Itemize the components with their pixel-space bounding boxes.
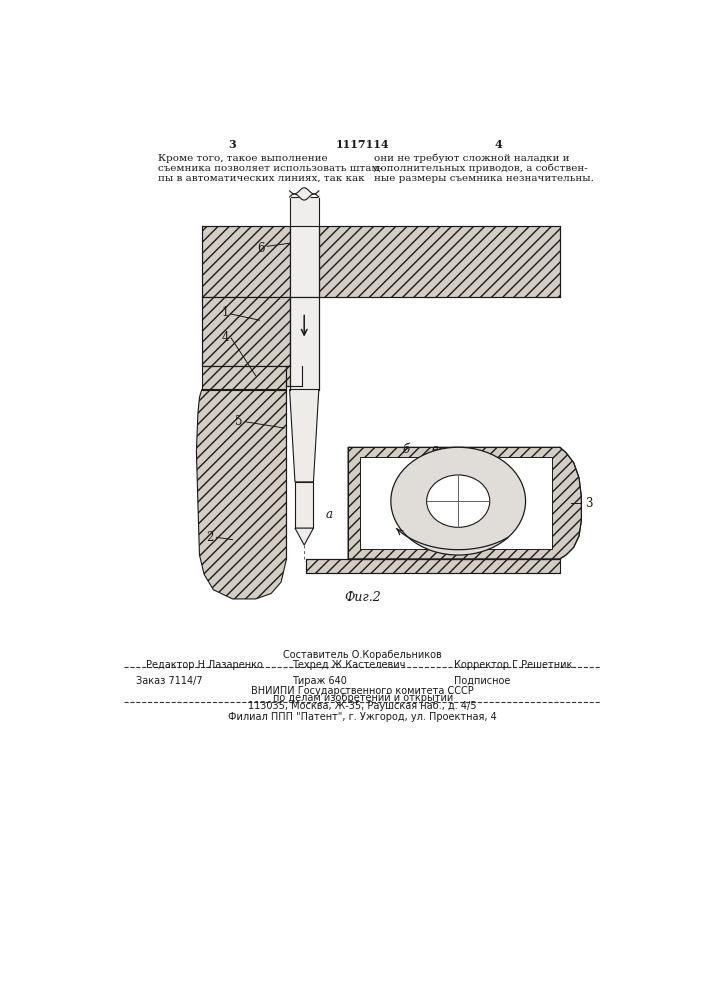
Polygon shape [290, 297, 319, 389]
Text: Составитель О.Корабельников: Составитель О.Корабельников [284, 650, 442, 660]
Text: Подписное: Подписное [454, 676, 510, 686]
Text: 3: 3 [585, 497, 593, 510]
Text: 4: 4 [494, 139, 502, 150]
Text: Кроме того, такое выполнение: Кроме того, такое выполнение [158, 154, 327, 163]
Polygon shape [201, 297, 290, 366]
Text: по делам изобретений и открытий: по делам изобретений и открытий [273, 693, 453, 703]
Text: Тираж 640: Тираж 640 [292, 676, 346, 686]
Text: Фиг.2: Фиг.2 [344, 591, 381, 604]
Text: а: а [325, 508, 332, 521]
Text: в: в [432, 443, 438, 456]
Polygon shape [305, 559, 560, 573]
Text: ВНИИПИ Государственного комитета СССР: ВНИИПИ Государственного комитета СССР [252, 686, 474, 696]
Polygon shape [286, 366, 302, 386]
Polygon shape [290, 389, 319, 482]
Text: ные размеры съемника незначительны.: ные размеры съемника незначительны. [373, 174, 593, 183]
Text: Техред Ж.Кастелевич: Техред Ж.Кастелевич [292, 660, 405, 670]
Text: дополнительных приводов, а собствен-: дополнительных приводов, а собствен- [373, 164, 588, 173]
Text: Филиал ППП "Патент", г. Ужгород, ул. Проектная, 4: Филиал ППП "Патент", г. Ужгород, ул. Про… [228, 712, 497, 722]
Polygon shape [201, 226, 290, 297]
Polygon shape [360, 457, 552, 549]
Polygon shape [295, 528, 313, 545]
Text: б: б [402, 443, 409, 456]
Text: 5: 5 [235, 415, 243, 428]
Text: 2: 2 [206, 531, 214, 544]
Polygon shape [197, 389, 286, 599]
Text: 6: 6 [257, 242, 265, 255]
Polygon shape [319, 226, 560, 297]
Polygon shape [201, 366, 286, 389]
Polygon shape [295, 482, 313, 528]
Text: пы в автоматических линиях, так как: пы в автоматических линиях, так как [158, 174, 365, 183]
Text: 113035, Москва, Ж-35, Раушская наб., д. 4/5: 113035, Москва, Ж-35, Раушская наб., д. … [248, 701, 477, 711]
Text: они не требуют сложной наладки и: они не требуют сложной наладки и [373, 154, 569, 163]
Polygon shape [348, 447, 581, 559]
Text: 1117114: 1117114 [336, 139, 390, 150]
Text: съемника позволяет использовать штам-: съемника позволяет использовать штам- [158, 164, 383, 173]
Ellipse shape [426, 475, 490, 527]
Text: 4: 4 [221, 331, 228, 344]
Ellipse shape [391, 447, 525, 555]
Text: Корректор Г.Решетник: Корректор Г.Решетник [454, 660, 572, 670]
Text: Редактор Н.Лазаренко: Редактор Н.Лазаренко [146, 660, 262, 670]
Polygon shape [290, 197, 319, 297]
Text: Заказ 7114/7: Заказ 7114/7 [136, 676, 203, 686]
Text: 3: 3 [229, 139, 236, 150]
Text: 1: 1 [221, 306, 228, 319]
